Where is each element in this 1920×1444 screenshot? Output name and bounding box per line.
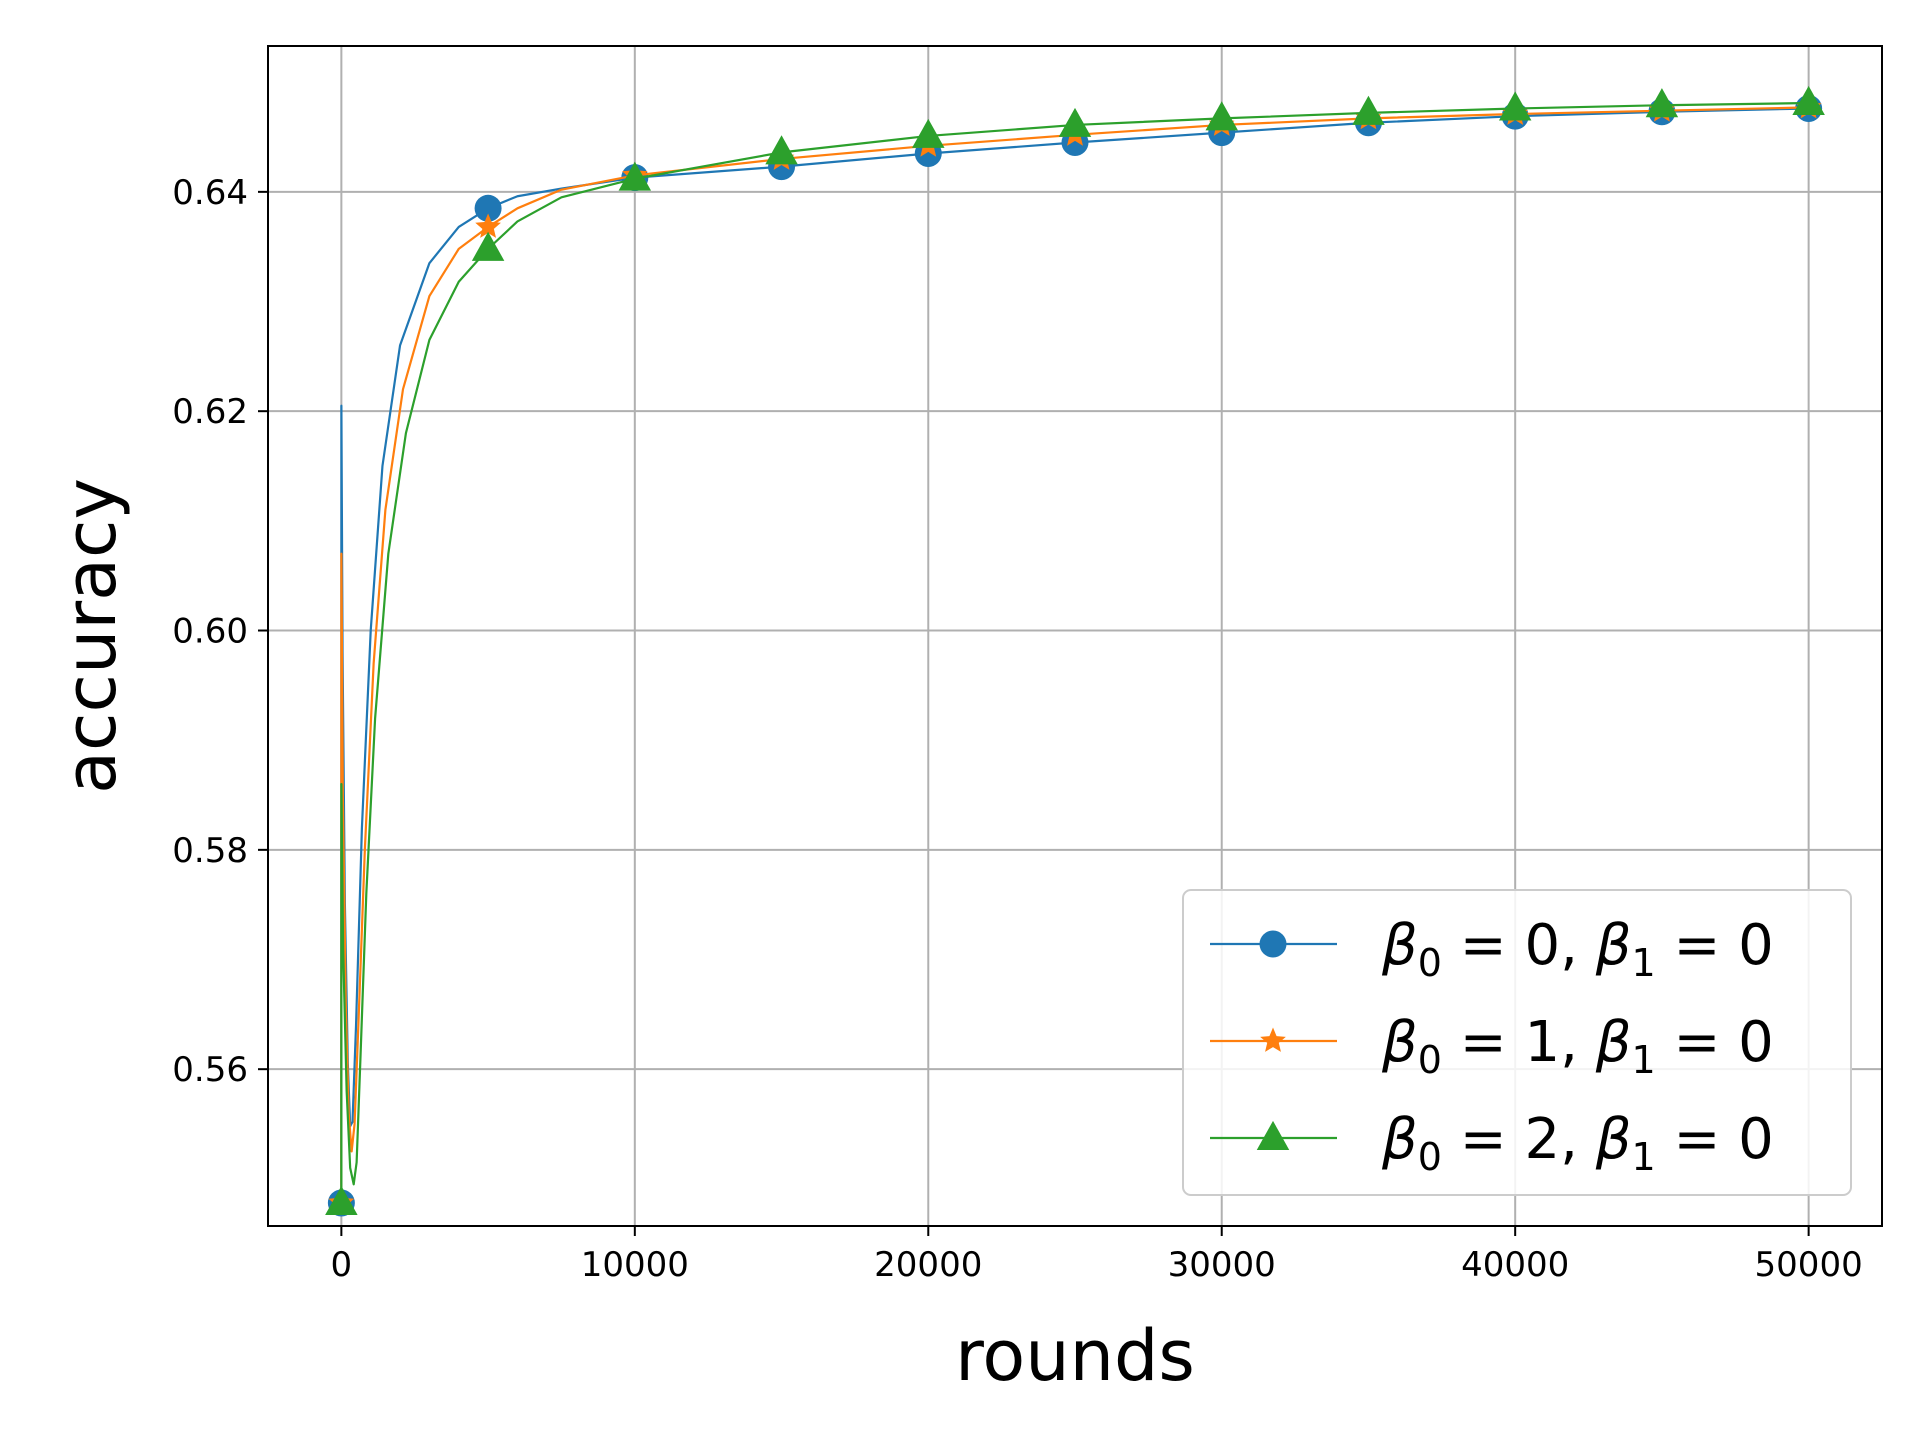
data-point <box>325 1185 358 1215</box>
x-tick-label: 50000 <box>1755 1245 1863 1285</box>
y-tick-label: 0.64 <box>172 173 248 213</box>
legend: β0 = 0, β1 = 0β0 = 1, β1 = 0β0 = 2, β1 =… <box>1182 889 1852 1196</box>
legend-beta-symbol: β <box>1381 1107 1418 1172</box>
y-axis-label: accuracy <box>50 478 132 794</box>
y-tick-label: 0.56 <box>172 1050 248 1090</box>
legend-item: β0 = 1, β1 = 0 <box>1210 1010 1774 1082</box>
legend-value: = 0, <box>1442 913 1596 978</box>
legend-subscript: 1 <box>1631 1038 1655 1082</box>
legend-item: β0 = 2, β1 = 0 <box>1210 1107 1774 1179</box>
x-tick-label: 40000 <box>1461 1245 1569 1285</box>
legend-value: = 0 <box>1656 913 1774 978</box>
data-point <box>1645 88 1679 118</box>
y-tick-label: 0.62 <box>172 392 248 432</box>
legend-beta-symbol: β <box>1595 1010 1632 1075</box>
legend-value: = 0 <box>1656 1107 1774 1172</box>
legend-subscript: 1 <box>1631 1135 1655 1179</box>
data-point <box>1792 85 1825 115</box>
data-point <box>1205 101 1238 131</box>
legend-marker <box>1259 930 1287 958</box>
legend-beta-symbol: β <box>1381 1010 1418 1075</box>
legend-marker <box>1260 1027 1286 1052</box>
y-tick-label: 0.60 <box>172 612 248 652</box>
legend-subscript: 0 <box>1418 1135 1442 1179</box>
legend-label: β0 = 2, β1 = 0 <box>1381 1107 1774 1179</box>
legend-value: = 0 <box>1656 1010 1774 1075</box>
y-tick-label: 0.58 <box>172 831 248 871</box>
series-layer <box>325 85 1825 1217</box>
data-point <box>618 161 652 191</box>
data-point <box>471 231 505 261</box>
legend-value: = 1, <box>1442 1010 1596 1075</box>
legend-subscript: 0 <box>1418 941 1442 985</box>
y-axis-ticks: 0.56 0.58 0.60 0.62 0.64 <box>172 173 268 1090</box>
plot-frame <box>267 45 1883 1227</box>
legend-beta-symbol: β <box>1595 913 1632 978</box>
x-axis-ticks: 0 10000 20000 30000 40000 50000 <box>331 1226 1863 1285</box>
legend-beta-symbol: β <box>1381 913 1418 978</box>
series-2 <box>325 85 1825 1215</box>
legend-beta-symbol: β <box>1595 1107 1632 1172</box>
legend-box <box>1182 889 1852 1196</box>
data-point <box>912 118 945 148</box>
data-point <box>475 213 501 238</box>
data-point <box>1498 91 1532 121</box>
x-tick-label: 0 <box>331 1245 353 1285</box>
legend-subscript: 1 <box>1631 941 1655 985</box>
legend-marker <box>1256 1120 1290 1150</box>
legend-value: = 2, <box>1442 1107 1596 1172</box>
legend-label: β0 = 1, β1 = 0 <box>1381 1010 1774 1082</box>
series-line <box>340 101 1809 1203</box>
data-point <box>1058 107 1092 137</box>
x-tick-label: 30000 <box>1168 1245 1276 1285</box>
x-axis-label: rounds <box>955 1315 1195 1397</box>
data-point <box>765 135 798 165</box>
legend-label: β0 = 0, β1 = 0 <box>1381 913 1774 985</box>
legend-item: β0 = 0, β1 = 0 <box>1210 913 1774 985</box>
data-point <box>474 194 502 222</box>
data-point <box>1352 95 1385 125</box>
legend-subscript: 0 <box>1418 1038 1442 1082</box>
x-tick-label: 20000 <box>874 1245 982 1285</box>
x-tick-label: 10000 <box>581 1245 689 1285</box>
series-line <box>340 106 1809 1203</box>
